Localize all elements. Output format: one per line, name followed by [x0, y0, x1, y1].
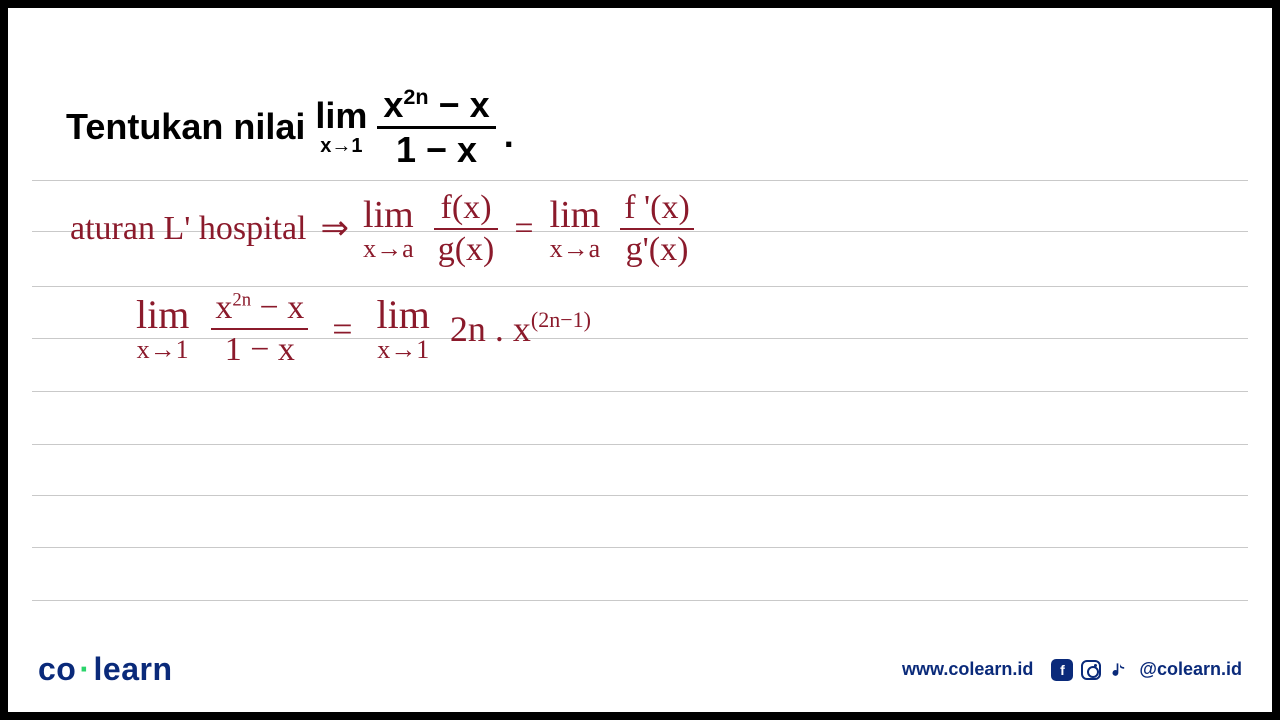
limit-notation: lim x→1	[136, 295, 189, 363]
logo-dot: ·	[79, 651, 90, 687]
limit-notation: lim x→a	[363, 196, 414, 262]
rule-line	[32, 180, 1248, 181]
page: Tentukan nilai lim x→1 x2n − x 1 − x . a…	[8, 8, 1272, 712]
handwriting-line-1: aturan L' hospital ⇒ lim x→a f(x) g(x) =…	[70, 190, 694, 268]
fraction-fprime-gprime: f '(x) g'(x)	[620, 190, 694, 268]
fraction-fg: f(x) g(x)	[434, 190, 499, 268]
rule-line	[32, 391, 1248, 392]
arrow: ⇒	[321, 212, 350, 246]
rule-line	[32, 495, 1248, 496]
rule-line	[32, 547, 1248, 548]
instagram-icon	[1081, 660, 1101, 680]
social-handle: @colearn.id	[1139, 659, 1242, 680]
problem-numerator: x2n − x	[377, 86, 495, 126]
problem-prefix: Tentukan nilai	[66, 106, 305, 148]
equals: =	[332, 311, 352, 347]
rule-line	[32, 286, 1248, 287]
limit-notation: lim x→1	[377, 295, 430, 363]
footer-url: www.colearn.id	[902, 659, 1033, 680]
limit-notation: lim x→a	[550, 196, 601, 262]
limit-notation: lim x→1	[315, 98, 367, 156]
facebook-icon: f	[1051, 659, 1073, 681]
limit-sub: x→1	[320, 136, 362, 156]
rule-line	[32, 444, 1248, 445]
trailing-dot: .	[504, 114, 514, 156]
problem-fraction: x2n − x 1 − x	[377, 86, 495, 168]
limit-label: lim	[315, 98, 367, 134]
handwriting-line-2: lim x→1 x2n − x 1 − x = lim x→1 2n . x(2…	[136, 290, 591, 368]
brand-logo: co·learn	[38, 651, 172, 688]
social-icons: f @colearn.id	[1051, 659, 1242, 681]
equals: =	[514, 212, 533, 246]
rhs-expression: 2n . x(2n−1)	[450, 311, 591, 347]
footer-right: www.colearn.id f @colearn.id	[902, 659, 1242, 681]
tiktok-icon	[1109, 659, 1131, 681]
problem-statement: Tentukan nilai lim x→1 x2n − x 1 − x .	[66, 86, 514, 168]
problem-denominator: 1 − x	[390, 129, 483, 168]
lhospital-label: aturan L' hospital	[70, 212, 307, 246]
rule-line	[32, 600, 1248, 601]
page-footer: co·learn www.colearn.id f @colearn.id	[8, 651, 1272, 688]
fraction-lhs: x2n − x 1 − x	[211, 290, 308, 368]
